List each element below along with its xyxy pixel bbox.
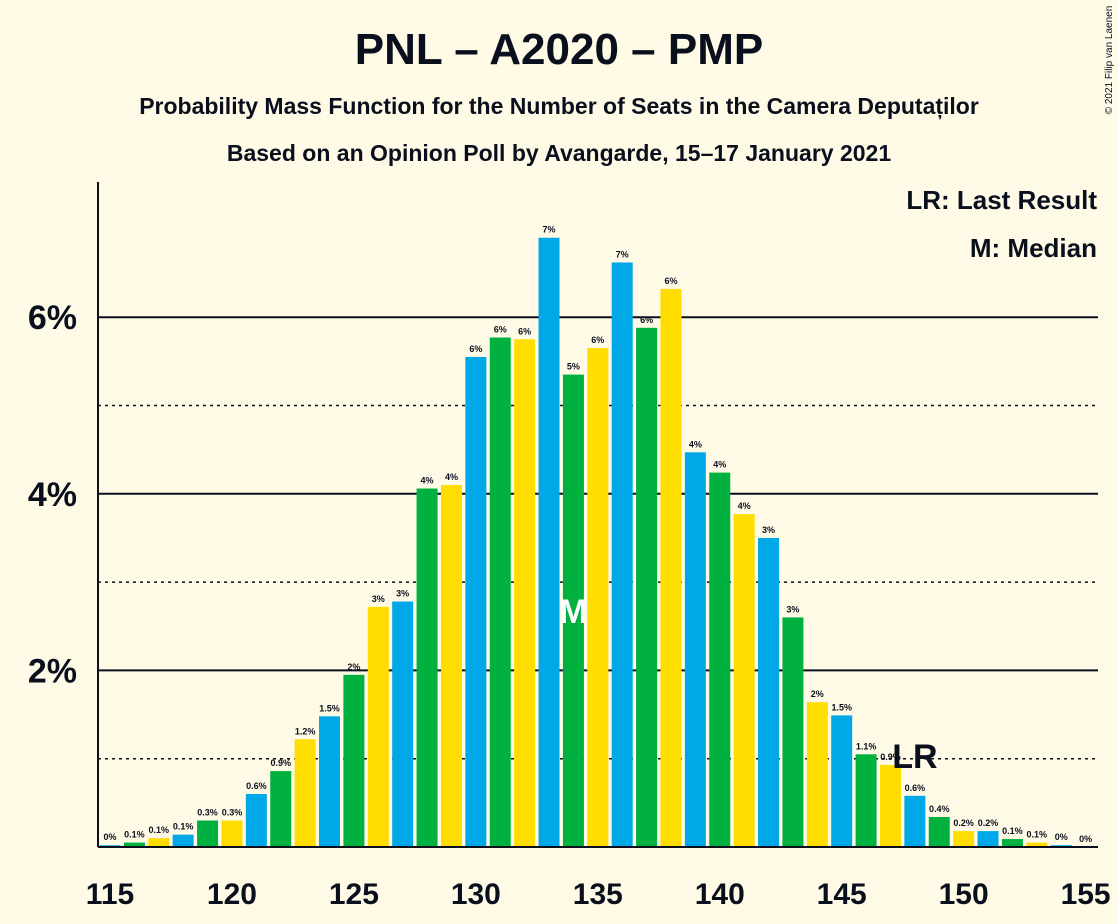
x-tick-label: 135	[573, 878, 623, 911]
bar-label-seat-146: 1.1%	[856, 741, 877, 751]
x-tick-label: 140	[695, 878, 745, 911]
bar-seat-152	[1002, 839, 1023, 847]
bar-label-seat-141: 4%	[738, 501, 751, 511]
chart-title: PNL – A2020 – PMP	[355, 25, 763, 74]
bar-label-seat-151: 0.2%	[978, 818, 999, 828]
bar-seat-145	[831, 715, 852, 847]
bar-seat-143	[782, 617, 803, 847]
bar-seat-121	[246, 794, 267, 847]
x-tick-label: 150	[939, 878, 989, 911]
legend-median: M: Median	[970, 233, 1097, 263]
bar-label-seat-134: 5%	[567, 362, 580, 372]
bar-label-seat-122: 0.9%	[270, 758, 291, 768]
y-tick-label: 2%	[28, 652, 77, 690]
bar-seat-144	[807, 702, 828, 847]
legend-last-result: LR: Last Result	[906, 185, 1097, 215]
bar-label-seat-115: 0%	[103, 832, 116, 842]
bar-seat-138	[660, 289, 681, 847]
bar-seat-136	[612, 262, 633, 847]
copyright-credit: © 2021 Filip van Laenen	[1104, 6, 1115, 115]
bar-label-seat-129: 4%	[445, 472, 458, 482]
bar-seat-123	[295, 739, 316, 847]
bar-label-seat-144: 2%	[811, 689, 824, 699]
bar-seat-137	[636, 328, 657, 847]
bar-seat-119	[197, 821, 218, 847]
bar-seat-151	[978, 831, 999, 847]
bar-label-seat-136: 7%	[616, 249, 629, 259]
bar-label-seat-148: 0.6%	[905, 783, 926, 793]
bar-seat-120	[221, 821, 242, 847]
bar-seat-139	[685, 452, 706, 847]
bar-label-seat-131: 6%	[494, 325, 507, 335]
bar-label-seat-123: 1.2%	[295, 726, 316, 736]
bar-seat-130	[465, 357, 486, 847]
bar-seat-128	[417, 489, 438, 847]
median-marker: M	[559, 593, 587, 631]
chart-subtitle-poll: Based on an Opinion Poll by Avangarde, 1…	[227, 140, 891, 166]
bar-label-seat-143: 3%	[786, 604, 799, 614]
bar-seat-117	[148, 838, 169, 847]
bar-label-seat-153: 0.1%	[1027, 830, 1048, 840]
bar-seat-147	[880, 765, 901, 847]
bar-seat-135	[587, 348, 608, 847]
bar-seat-129	[441, 485, 462, 847]
chart-subtitle: Probability Mass Function for the Number…	[139, 93, 979, 120]
bar-seat-126	[368, 607, 389, 847]
x-tick-label: 130	[451, 878, 501, 911]
bar-label-seat-145: 1.5%	[831, 702, 852, 712]
bar-label-seat-121: 0.6%	[246, 781, 267, 791]
bar-seat-140	[709, 473, 730, 847]
bar-seat-141	[734, 514, 755, 847]
bar-seat-150	[953, 831, 974, 847]
x-tick-label: 145	[817, 878, 867, 911]
bar-seat-149	[929, 817, 950, 847]
x-tick-label: 120	[207, 878, 257, 911]
bar-label-seat-154: 0%	[1055, 832, 1068, 842]
bar-seat-127	[392, 602, 413, 847]
bar-seat-133	[539, 238, 560, 847]
bar-seat-142	[758, 538, 779, 847]
bar-seat-124	[319, 716, 340, 847]
x-tick-label: 115	[86, 878, 134, 911]
bar-label-seat-118: 0.1%	[173, 822, 194, 832]
bar-label-seat-152: 0.1%	[1002, 826, 1023, 836]
bar-label-seat-116: 0.1%	[124, 830, 145, 840]
bar-label-seat-130: 6%	[469, 344, 482, 354]
bar-label-seat-133: 7%	[543, 225, 556, 235]
bar-label-seat-125: 2%	[347, 662, 360, 672]
bar-label-seat-127: 3%	[396, 589, 409, 599]
bar-label-seat-117: 0.1%	[149, 825, 170, 835]
bar-label-seat-138: 6%	[664, 276, 677, 286]
x-tick-label: 155	[1061, 878, 1111, 911]
bar-label-seat-135: 6%	[591, 335, 604, 345]
bar-label-seat-150: 0.2%	[953, 818, 974, 828]
bar-label-seat-126: 3%	[372, 594, 385, 604]
bar-seat-131	[490, 338, 511, 847]
bar-seat-125	[343, 675, 364, 847]
bar-label-seat-140: 4%	[713, 460, 726, 470]
last-result-marker: LR	[892, 738, 937, 776]
x-tick-label: 125	[329, 878, 379, 911]
bar-label-seat-128: 4%	[421, 476, 434, 486]
bar-label-seat-142: 3%	[762, 525, 775, 535]
bar-label-seat-137: 6%	[640, 315, 653, 325]
bar-label-seat-155: 0%	[1079, 834, 1092, 844]
bar-label-seat-132: 6%	[518, 326, 531, 336]
bar-seat-122	[270, 771, 291, 847]
bar-label-seat-120: 0.3%	[222, 808, 243, 818]
bar-seat-118	[173, 835, 194, 847]
bar-seat-132	[514, 339, 535, 847]
bar-label-seat-149: 0.4%	[929, 804, 950, 814]
bar-seat-148	[904, 796, 925, 847]
bar-label-seat-139: 4%	[689, 439, 702, 449]
bar-seat-146	[856, 754, 877, 847]
bar-label-seat-124: 1.5%	[319, 703, 340, 713]
bar-label-seat-119: 0.3%	[197, 808, 218, 818]
y-tick-label: 6%	[28, 299, 77, 337]
y-tick-label: 4%	[28, 476, 77, 514]
